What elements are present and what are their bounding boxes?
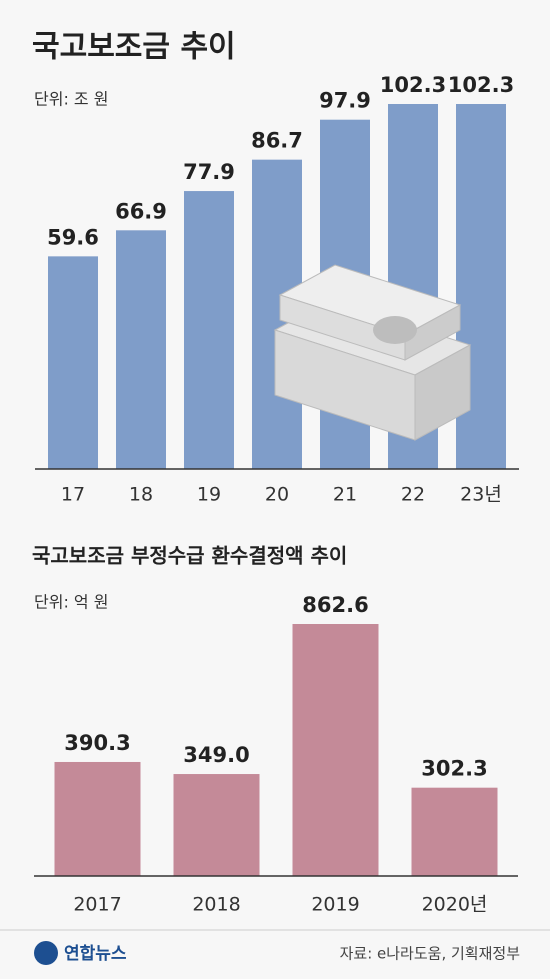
value-label: 66.9 [115, 199, 167, 223]
x-tick-label: 23년 [460, 484, 502, 506]
chart-title: 국고보조금 추이 [32, 30, 236, 65]
value-label: 302.3 [421, 757, 487, 781]
logo-mark [34, 941, 58, 965]
x-tick-label: 21 [333, 484, 357, 506]
value-label: 102.3 [380, 73, 446, 97]
x-tick-label: 2017 [73, 894, 121, 916]
money-illustration [273, 264, 472, 441]
x-tick-label: 19 [197, 484, 221, 506]
unit-label: 단위: 조 원 [34, 90, 108, 109]
bar [54, 761, 141, 876]
bar [292, 624, 379, 876]
x-tick-label: 2018 [192, 894, 240, 916]
value-label: 59.6 [47, 225, 99, 249]
bar [456, 104, 506, 469]
chart-title: 국고보조금 부정수급 환수결정액 추이 [32, 544, 347, 568]
x-tick-label: 2019 [311, 894, 359, 916]
value-label: 86.7 [251, 129, 303, 153]
x-tick-label: 2020년 [422, 894, 488, 916]
value-label: 390.3 [64, 731, 130, 755]
bar [184, 191, 234, 469]
value-label: 77.9 [183, 160, 235, 184]
unit-label: 단위: 억 원 [34, 593, 108, 612]
source: 자료: e나라도움, 기획재정부 [340, 945, 521, 963]
x-tick-label: 17 [61, 484, 85, 506]
bar [116, 230, 166, 469]
x-tick-label: 20 [265, 484, 289, 506]
x-tick-label: 18 [129, 484, 153, 506]
value-label: 862.6 [302, 593, 368, 617]
value-label: 349.0 [183, 743, 249, 767]
bar [173, 774, 260, 876]
value-label: 102.3 [448, 73, 514, 97]
value-label: 97.9 [319, 89, 371, 113]
bar [411, 787, 498, 876]
x-tick-label: 22 [401, 484, 425, 506]
logo: 연합뉴스 [64, 943, 127, 964]
bar [48, 256, 98, 469]
